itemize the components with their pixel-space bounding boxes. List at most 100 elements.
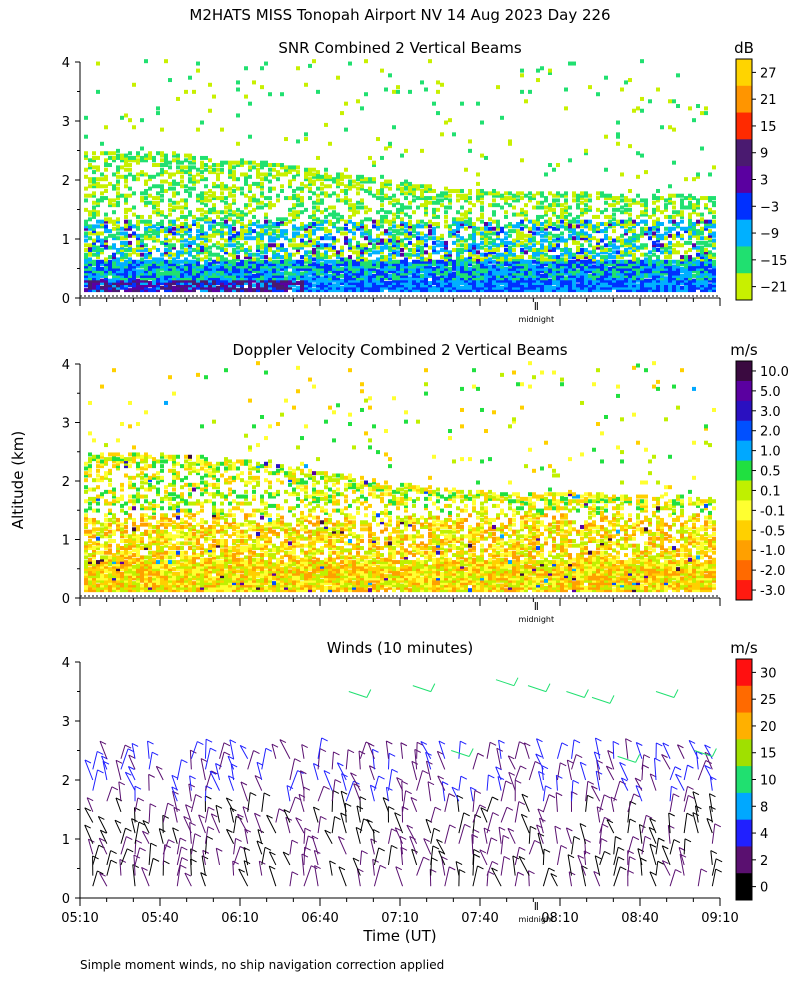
- data-cell: [88, 252, 92, 257]
- data-cell: [248, 160, 252, 165]
- data-cell: [272, 281, 276, 286]
- data-cell: [320, 278, 324, 283]
- data-cell: [512, 240, 516, 245]
- data-cell: [584, 247, 588, 252]
- data-cell: [184, 276, 188, 281]
- data-cell: [700, 283, 704, 288]
- data-cell: [388, 219, 392, 224]
- data-cell: [620, 285, 624, 290]
- data-cell: [408, 191, 412, 196]
- data-cell: [132, 269, 136, 274]
- data-cell: [140, 259, 144, 264]
- data-cell: [708, 210, 712, 215]
- data-cell: [236, 141, 240, 146]
- data-cell: [228, 167, 232, 172]
- data-cell: [608, 196, 612, 201]
- data-cell: [380, 184, 384, 189]
- data-cell: [672, 210, 676, 215]
- data-cell: [412, 278, 416, 283]
- data-cell: [628, 212, 632, 217]
- data-cell: [120, 276, 124, 281]
- data-cell: [88, 560, 92, 565]
- data-cell: [268, 273, 272, 278]
- data-cell: [396, 243, 400, 248]
- data-cell: [408, 184, 412, 189]
- data-cell: [172, 153, 176, 158]
- data-cell: [564, 281, 568, 286]
- data-cell: [304, 177, 308, 182]
- data-cell: [100, 273, 104, 278]
- data-cell: [304, 167, 308, 172]
- data-cell: [348, 198, 352, 203]
- data-cell: [168, 181, 172, 186]
- data-cell: [452, 240, 456, 245]
- data-cell: [232, 243, 236, 248]
- data-cell: [376, 240, 380, 245]
- data-cell: [396, 240, 400, 245]
- data-cell: [712, 259, 716, 264]
- data-cell: [368, 264, 372, 269]
- data-cell: [544, 245, 548, 250]
- data-cell: [176, 229, 180, 234]
- data-cell: [624, 80, 628, 85]
- data-cell: [596, 238, 600, 243]
- data-cell: [284, 252, 288, 257]
- data-cell: [460, 217, 464, 222]
- data-cell: [408, 262, 412, 267]
- data-cell: [588, 281, 592, 286]
- data-cell: [700, 285, 704, 290]
- data-cell: [308, 283, 312, 288]
- data-cell: [476, 181, 480, 186]
- data-cell: [84, 115, 88, 120]
- data-cell: [284, 288, 288, 293]
- data-cell: [436, 222, 440, 227]
- data-cell: [160, 179, 164, 184]
- data-cell: [468, 269, 472, 274]
- data-cell: [140, 281, 144, 286]
- data-cell: [404, 259, 408, 264]
- data-cell: [332, 271, 336, 276]
- data-cell: [564, 226, 568, 231]
- data-cell: [612, 266, 616, 271]
- data-cell: [604, 281, 608, 286]
- data-cell: [104, 224, 108, 229]
- data-cell: [588, 262, 592, 267]
- data-cell: [472, 278, 476, 283]
- data-cell: [84, 153, 88, 158]
- data-cell: [408, 205, 412, 210]
- data-cell: [216, 163, 220, 168]
- data-cell: [96, 264, 100, 269]
- data-cell: [92, 574, 96, 579]
- data-cell: [524, 262, 528, 267]
- data-cell: [96, 255, 100, 260]
- data-cell: [608, 255, 612, 260]
- data-cell: [256, 269, 260, 274]
- data-cell: [212, 193, 216, 198]
- data-cell: [428, 257, 432, 262]
- data-cell: [88, 210, 92, 215]
- data-cell: [680, 219, 684, 224]
- data-cell: [356, 269, 360, 274]
- data-cell: [632, 276, 636, 281]
- data-cell: [88, 231, 92, 236]
- data-cell: [396, 236, 400, 241]
- data-cell: [360, 177, 364, 182]
- data-cell: [392, 273, 396, 278]
- data-cell: [212, 264, 216, 269]
- data-cell: [312, 210, 316, 215]
- data-cell: [508, 283, 512, 288]
- data-cell: [636, 236, 640, 241]
- data-cell: [428, 196, 432, 201]
- data-cell: [404, 233, 408, 238]
- data-cell: [168, 283, 172, 288]
- data-cell: [204, 255, 208, 260]
- data-cell: [452, 259, 456, 264]
- data-cell: [712, 243, 716, 248]
- data-cell: [88, 506, 92, 511]
- data-cell: [220, 262, 224, 267]
- data-cell: [224, 231, 228, 236]
- data-cell: [204, 250, 208, 255]
- data-cell: [220, 181, 224, 186]
- data-cell: [408, 285, 412, 290]
- data-cell: [624, 283, 628, 288]
